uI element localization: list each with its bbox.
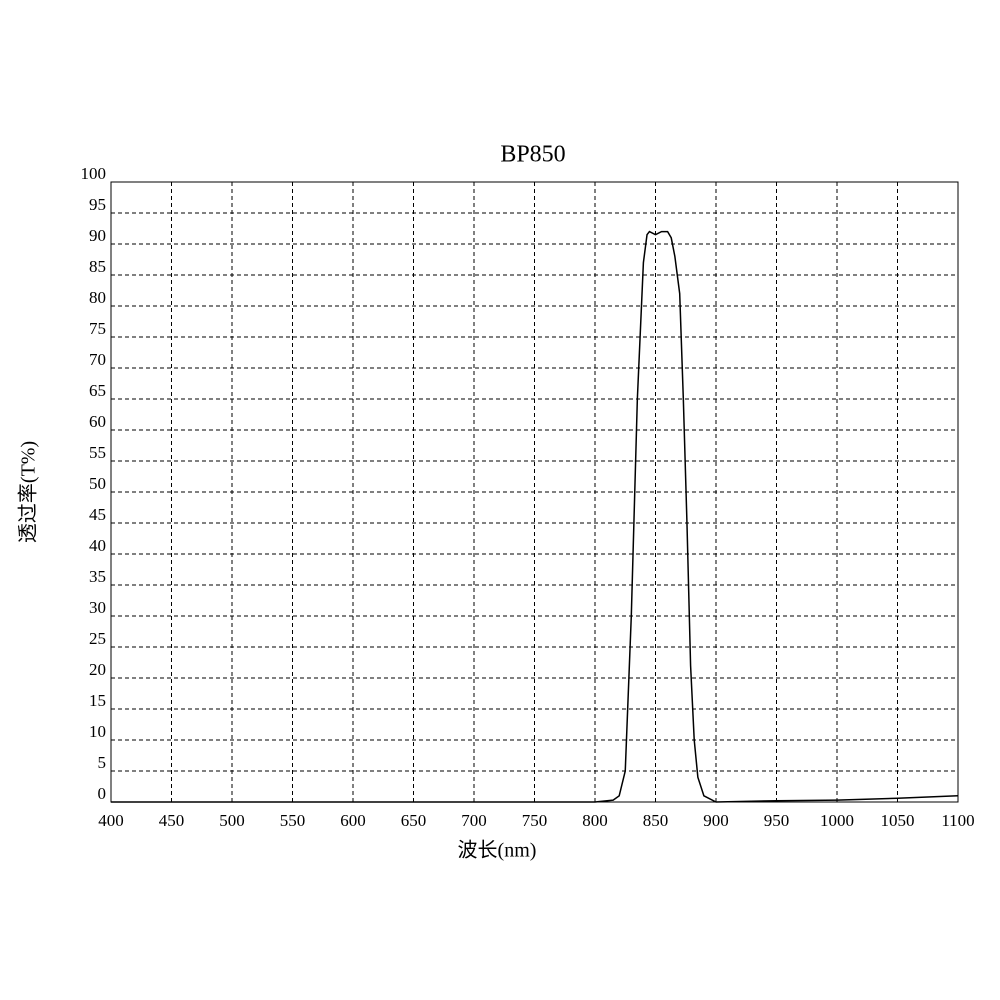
y-tick-label: 85	[89, 257, 106, 276]
x-tick-label: 650	[401, 811, 427, 830]
y-tick-label: 60	[89, 412, 106, 431]
y-tick-label: 80	[89, 288, 106, 307]
data-line	[111, 230, 959, 803]
y-tick-label: 35	[89, 567, 106, 586]
x-tick-label: 700	[461, 811, 487, 830]
x-tick-label: 500	[219, 811, 245, 830]
x-tick-label: 950	[764, 811, 790, 830]
y-tick-label: 100	[81, 164, 107, 183]
y-tick-label: 90	[89, 226, 106, 245]
x-tick-label: 750	[522, 811, 548, 830]
x-axis-label: 波长(nm)	[458, 839, 537, 862]
x-tick-label: 600	[340, 811, 366, 830]
y-tick-label: 15	[89, 691, 106, 710]
x-tick-label: 450	[159, 811, 185, 830]
y-tick-label: 5	[98, 753, 107, 772]
y-tick-label: 70	[89, 350, 106, 369]
x-tick-label: 400	[98, 811, 124, 830]
y-tick-label: 75	[89, 319, 106, 338]
x-tick-label: 1050	[881, 811, 915, 830]
y-tick-label: 30	[89, 598, 106, 617]
y-tick-label: 20	[89, 660, 106, 679]
chart-title: BP850	[500, 142, 565, 168]
x-tick-label: 1100	[941, 811, 974, 830]
y-axis-label: 透过率(T%)	[17, 441, 40, 543]
x-tick-label: 800	[582, 811, 608, 830]
y-tick-label: 95	[89, 195, 106, 214]
x-tick-label: 850	[643, 811, 669, 830]
y-tick-label: 10	[89, 722, 106, 741]
y-tick-label: 40	[89, 536, 106, 555]
y-tick-label: 50	[89, 474, 106, 493]
x-tick-label: 550	[280, 811, 306, 830]
y-tick-label: 55	[89, 443, 106, 462]
x-tick-label: 900	[703, 811, 729, 830]
y-tick-label: 45	[89, 505, 106, 524]
x-tick-label: 1000	[820, 811, 854, 830]
y-tick-label: 0	[98, 784, 107, 803]
y-tick-label: 25	[89, 629, 106, 648]
y-tick-label: 65	[89, 381, 106, 400]
